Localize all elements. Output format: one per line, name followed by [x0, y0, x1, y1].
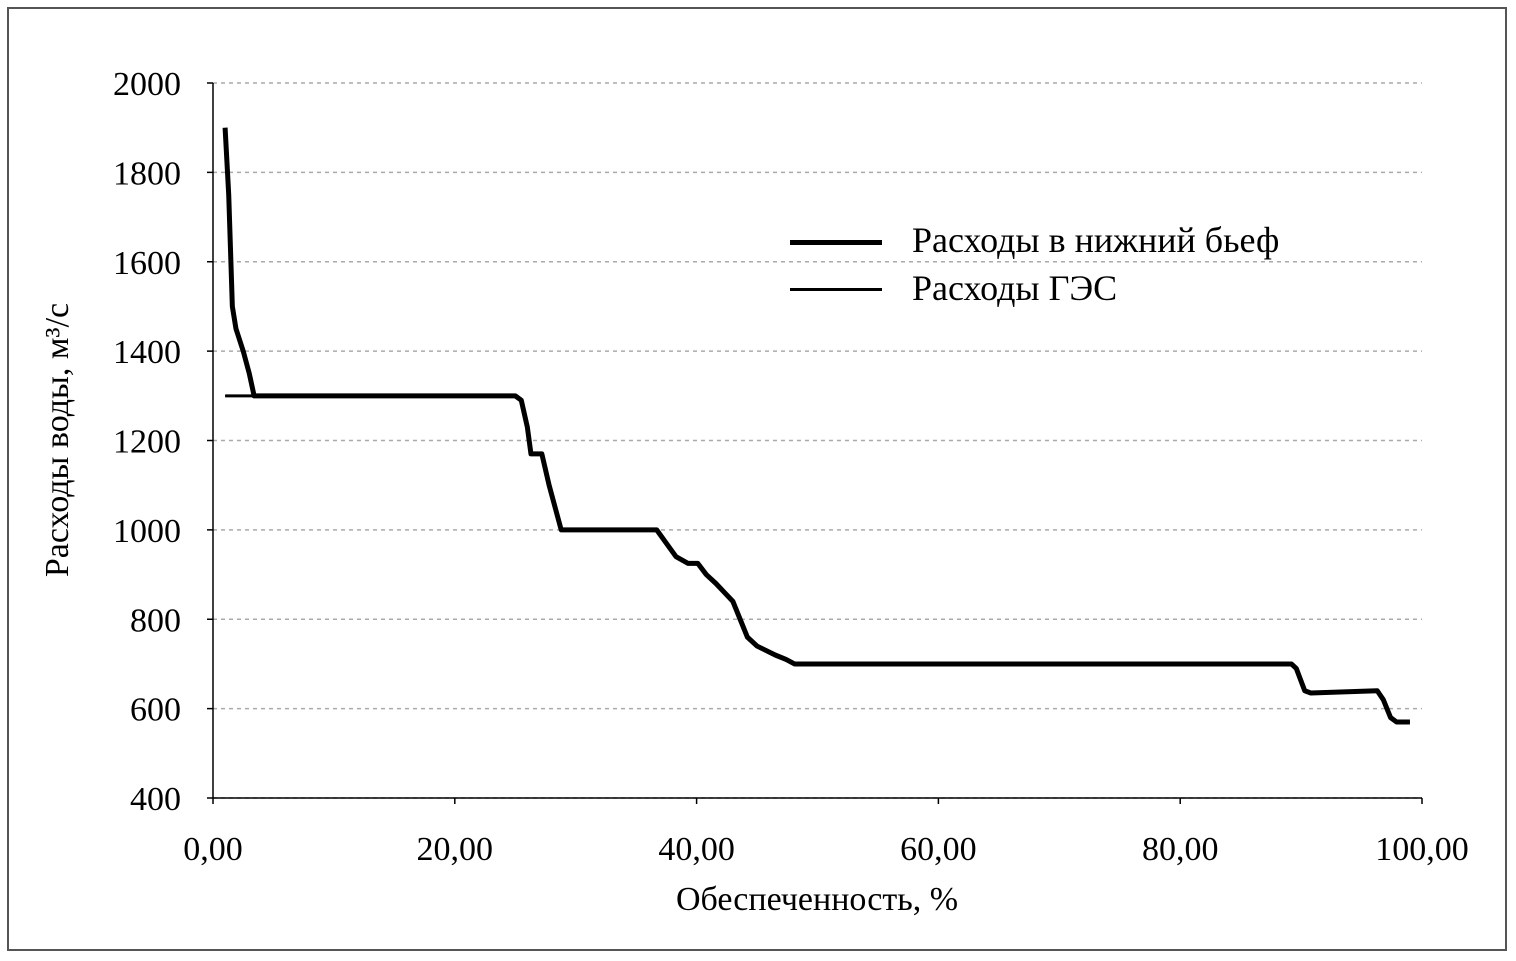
y-tick-label: 1000: [113, 513, 181, 550]
x-tick-label: 80,00: [1142, 831, 1219, 868]
y-tick-label: 2000: [113, 66, 181, 103]
x-tick-label: 100,00: [1375, 831, 1469, 868]
x-axis-label: Обеспеченность, %: [676, 881, 958, 918]
x-tick-label: 0,00: [183, 831, 243, 868]
legend-item: Расходы в нижний бьеф: [790, 218, 1282, 262]
y-tick-label: 800: [130, 602, 181, 639]
y-tick-label: 1800: [113, 155, 181, 192]
y-tick-label: 400: [130, 781, 181, 818]
y-axis-label: Расходы воды, м³/с: [39, 303, 76, 577]
legend: Расходы в нижний бьеф Расходы ГЭС: [790, 218, 1282, 314]
x-tick-label: 60,00: [900, 831, 977, 868]
y-tick-label: 1200: [113, 424, 181, 461]
frame: [7, 7, 1507, 951]
y-tick-label: 1600: [113, 245, 181, 282]
y-tick-label: 600: [130, 692, 181, 729]
series-line: [222, 127, 1410, 725]
x-tick-label: 20,00: [417, 831, 494, 868]
legend-swatch: [790, 240, 882, 245]
legend-item: Расходы ГЭС: [790, 266, 1282, 310]
series-line: [225, 394, 1410, 724]
legend-label: Расходы в нижний бьеф: [912, 220, 1280, 260]
legend-swatch: [790, 288, 882, 291]
legend-label: Расходы ГЭС: [912, 268, 1118, 308]
x-tick-label: 40,00: [658, 831, 735, 868]
y-tick-label: 1400: [113, 334, 181, 371]
